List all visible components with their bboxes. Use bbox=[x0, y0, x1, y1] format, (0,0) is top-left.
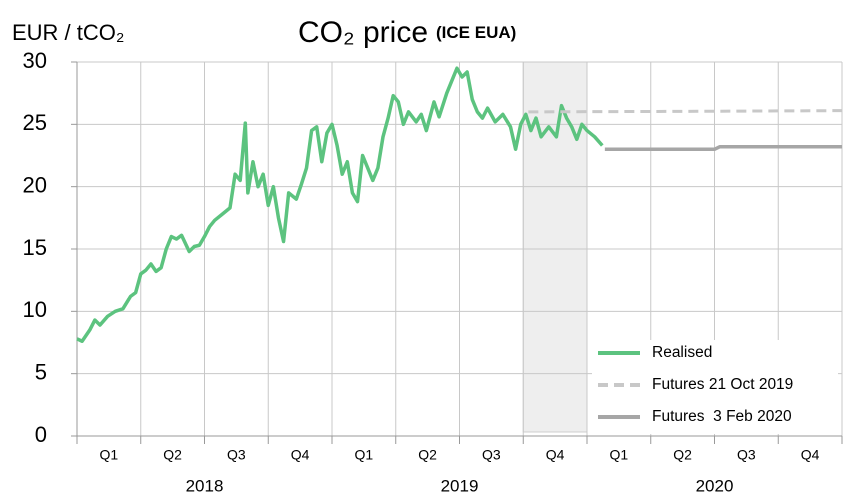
y-axis-label: EUR / tCO₂ bbox=[12, 20, 124, 45]
y-tick-label: 0 bbox=[35, 422, 47, 447]
x-tick-label: Q2 bbox=[418, 447, 437, 463]
shaded-period bbox=[522, 61, 588, 433]
y-tick-label: 20 bbox=[23, 172, 47, 197]
x-tick-label: Q1 bbox=[100, 447, 119, 463]
legend-label: Futures 21 Oct 2019 bbox=[652, 376, 793, 393]
chart-title: CO₂ price (ICE EUA) bbox=[298, 16, 516, 49]
legend-label: Futures 3 Feb 2020 bbox=[652, 408, 792, 425]
series-line bbox=[76, 66, 604, 344]
y-tick-label: 15 bbox=[23, 235, 47, 260]
year-label: 2018 bbox=[186, 476, 224, 495]
x-tick-label: Q1 bbox=[355, 447, 374, 463]
x-tick-label: Q4 bbox=[546, 447, 565, 463]
year-label: 2019 bbox=[441, 476, 479, 495]
y-tick-label: 5 bbox=[35, 359, 47, 384]
y-tick-label: 30 bbox=[23, 48, 47, 73]
x-tick-label: Q2 bbox=[163, 447, 182, 463]
year-label: 2020 bbox=[696, 476, 734, 495]
y-tick-label: 10 bbox=[23, 297, 47, 322]
legend-label: Realised bbox=[652, 344, 712, 361]
series-line bbox=[604, 145, 842, 152]
x-tick-label: Q1 bbox=[610, 447, 629, 463]
x-tick-label: Q4 bbox=[801, 447, 820, 463]
title: CO₂ price bbox=[298, 16, 428, 49]
x-tick-label: Q2 bbox=[673, 447, 692, 463]
x-tick-label: Q3 bbox=[227, 447, 246, 463]
x-tick-label: Q4 bbox=[291, 447, 310, 463]
x-tick-label: Q3 bbox=[482, 447, 501, 463]
subtitle: (ICE EUA) bbox=[436, 23, 516, 42]
x-tick-label: Q3 bbox=[737, 447, 756, 463]
y-tick-label: 25 bbox=[23, 110, 47, 135]
